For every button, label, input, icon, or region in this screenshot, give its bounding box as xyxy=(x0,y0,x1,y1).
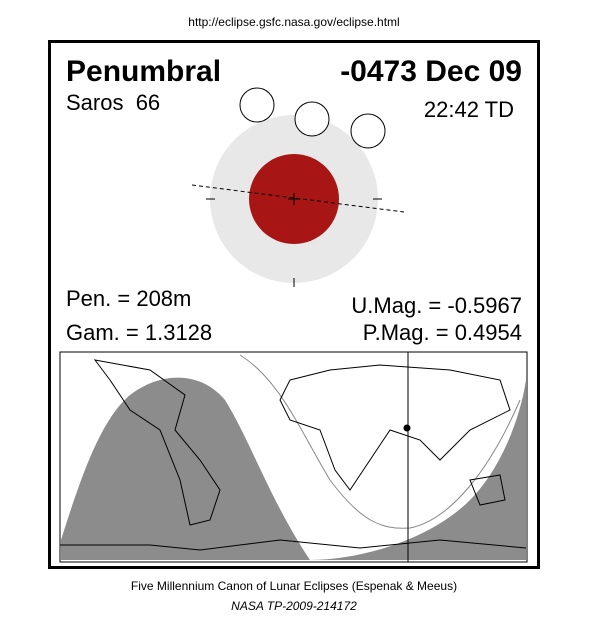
no-eclipse-zone xyxy=(310,380,526,560)
moon xyxy=(239,87,275,123)
moon xyxy=(350,113,386,149)
pen: Pen. = 208m xyxy=(66,286,191,311)
continent-outline xyxy=(60,539,527,551)
gam: Gam. = 1.3128 xyxy=(66,320,212,345)
penumbral-limit xyxy=(239,354,521,529)
eclipse-date: -0473 Dec 09 xyxy=(340,55,522,88)
footer-line1: Five Millennium Canon of Lunar Eclipses … xyxy=(131,579,457,593)
eclipse-type: Penumbral xyxy=(66,55,221,88)
continent-outline xyxy=(93,359,221,526)
sub-lunar-point xyxy=(403,424,411,432)
url: http://eclipse.gsfc.nasa.gov/eclipse.htm… xyxy=(188,15,399,29)
pmag: P.Mag. = 0.4954 xyxy=(363,320,522,345)
footer-line2: NASA TP-2009-214172 xyxy=(231,599,357,613)
time: 22:42 TD xyxy=(424,97,514,122)
world-map xyxy=(59,351,528,563)
umag: U.Mag. = -0.5967 xyxy=(351,293,522,318)
shadow-diagram xyxy=(191,87,405,287)
moon xyxy=(294,101,330,137)
no-eclipse-zone xyxy=(61,377,310,560)
continent-outline xyxy=(279,364,511,491)
continent-outline xyxy=(469,474,506,506)
saros: Saros 66 xyxy=(66,90,160,115)
